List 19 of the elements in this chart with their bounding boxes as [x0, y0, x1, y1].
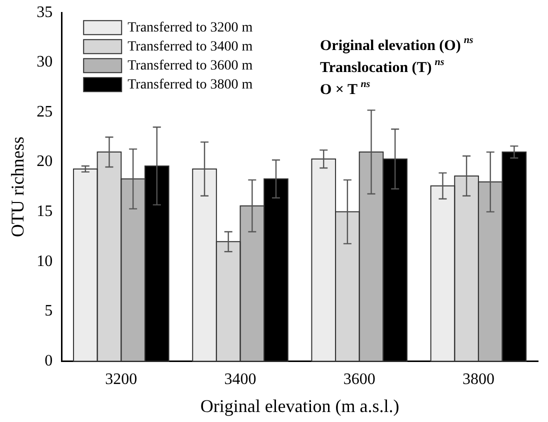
x-axis-title: Original elevation (m a.s.l.) [200, 396, 400, 416]
y-tick-label: 25 [36, 103, 53, 120]
x-tick-label: 3200 [105, 371, 138, 388]
y-tick-label: 20 [36, 153, 53, 170]
legend-label: Transferred to 3800 m [128, 77, 253, 92]
x-tick-label: 3600 [343, 371, 376, 388]
legend-label: Transferred to 3200 m [128, 20, 253, 36]
y-tick-label: 35 [36, 4, 53, 21]
x-tick-label: 3400 [224, 371, 256, 388]
x-tick-label: 3800 [462, 371, 494, 388]
y-axis-title: OTU richness [8, 136, 28, 238]
y-tick-label: 0 [44, 352, 53, 370]
annotation: O × T ns [320, 79, 370, 98]
y-tick-label: 5 [44, 302, 53, 320]
y-tick-label: 10 [36, 252, 53, 270]
y-tick-label: 30 [36, 54, 53, 71]
y-tick-label: 15 [36, 203, 53, 220]
legend-label: Transferred to 3400 m [128, 39, 253, 54]
legend-label: Transferred to 3600 m [128, 58, 253, 74]
